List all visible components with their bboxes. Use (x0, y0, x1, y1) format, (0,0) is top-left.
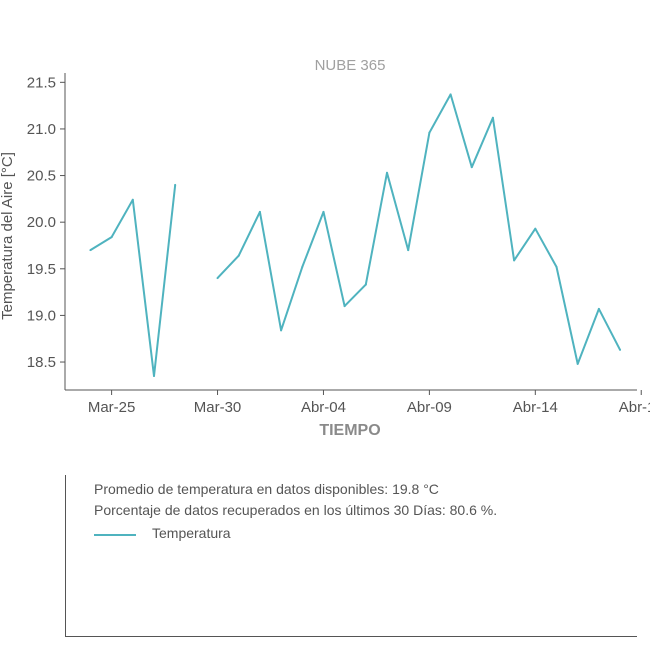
y-tick-label: 20.0 (27, 214, 56, 231)
temperature-chart: NUBE 365 18.5 19.0 19.5 20.0 20.5 21.0 21.5 Ma… (0, 57, 650, 439)
data-point (174, 183, 177, 186)
data-point (407, 249, 410, 252)
y-axis-label: Temperatura del Aire [°C] (0, 152, 16, 320)
data-recovery-percentage-text: Porcentaje de datos recuperados en los ú… (94, 502, 498, 518)
average-temperature-text: Promedio de temperatura en datos disponi… (94, 481, 439, 497)
y-tick-label: 19.5 (27, 261, 56, 278)
data-point (597, 307, 600, 310)
y-tick-label: 18.5 (27, 354, 56, 371)
x-tick-label: Abr-09 (407, 399, 452, 416)
y-tick-label: 19.0 (27, 307, 56, 324)
data-point (576, 362, 579, 365)
chart-title: NUBE 365 (315, 57, 386, 74)
x-tick-label: Mar-30 (194, 399, 242, 416)
legend-label: Temperatura (152, 525, 231, 541)
y-tick-label: 21.0 (27, 121, 56, 138)
y-axis: 18.5 19.0 19.5 20.0 20.5 21.0 21.5 (27, 73, 66, 390)
data-point (513, 259, 516, 262)
y-tick-label: 21.5 (27, 74, 56, 91)
data-point (237, 254, 240, 257)
legend-swatch (94, 534, 136, 536)
data-point (110, 236, 113, 239)
data-point (534, 227, 537, 230)
data-point (491, 116, 494, 119)
data-point (131, 198, 134, 201)
x-axis-label: TIEMPO (319, 422, 380, 439)
series-line-temperatura (89, 184, 177, 377)
data-point (555, 265, 558, 268)
series-layer (89, 93, 622, 378)
data-point (322, 210, 325, 213)
data-point (89, 249, 92, 252)
x-tick-label: Abr-14 (513, 399, 558, 416)
data-point (152, 375, 155, 378)
info-panel: Promedio de temperatura en datos disponi… (65, 475, 637, 637)
data-point (280, 329, 283, 332)
data-point (301, 265, 304, 268)
data-point (364, 283, 367, 286)
data-point (470, 166, 473, 169)
x-tick-label: Abr-19 (619, 399, 650, 416)
data-point (386, 171, 389, 174)
data-point (619, 348, 622, 351)
data-point (428, 131, 431, 134)
y-tick-label: 20.5 (27, 168, 56, 185)
x-tick-label: Mar-25 (88, 399, 136, 416)
series-line-temperatura (216, 93, 621, 365)
data-point (449, 93, 452, 96)
data-point (258, 210, 261, 213)
data-point (216, 277, 219, 280)
x-tick-label: Abr-04 (301, 399, 346, 416)
x-axis: Mar-25 Mar-30 Abr-04 Abr-09 Abr-14 Abr-19 (65, 389, 650, 416)
data-point (343, 305, 346, 308)
